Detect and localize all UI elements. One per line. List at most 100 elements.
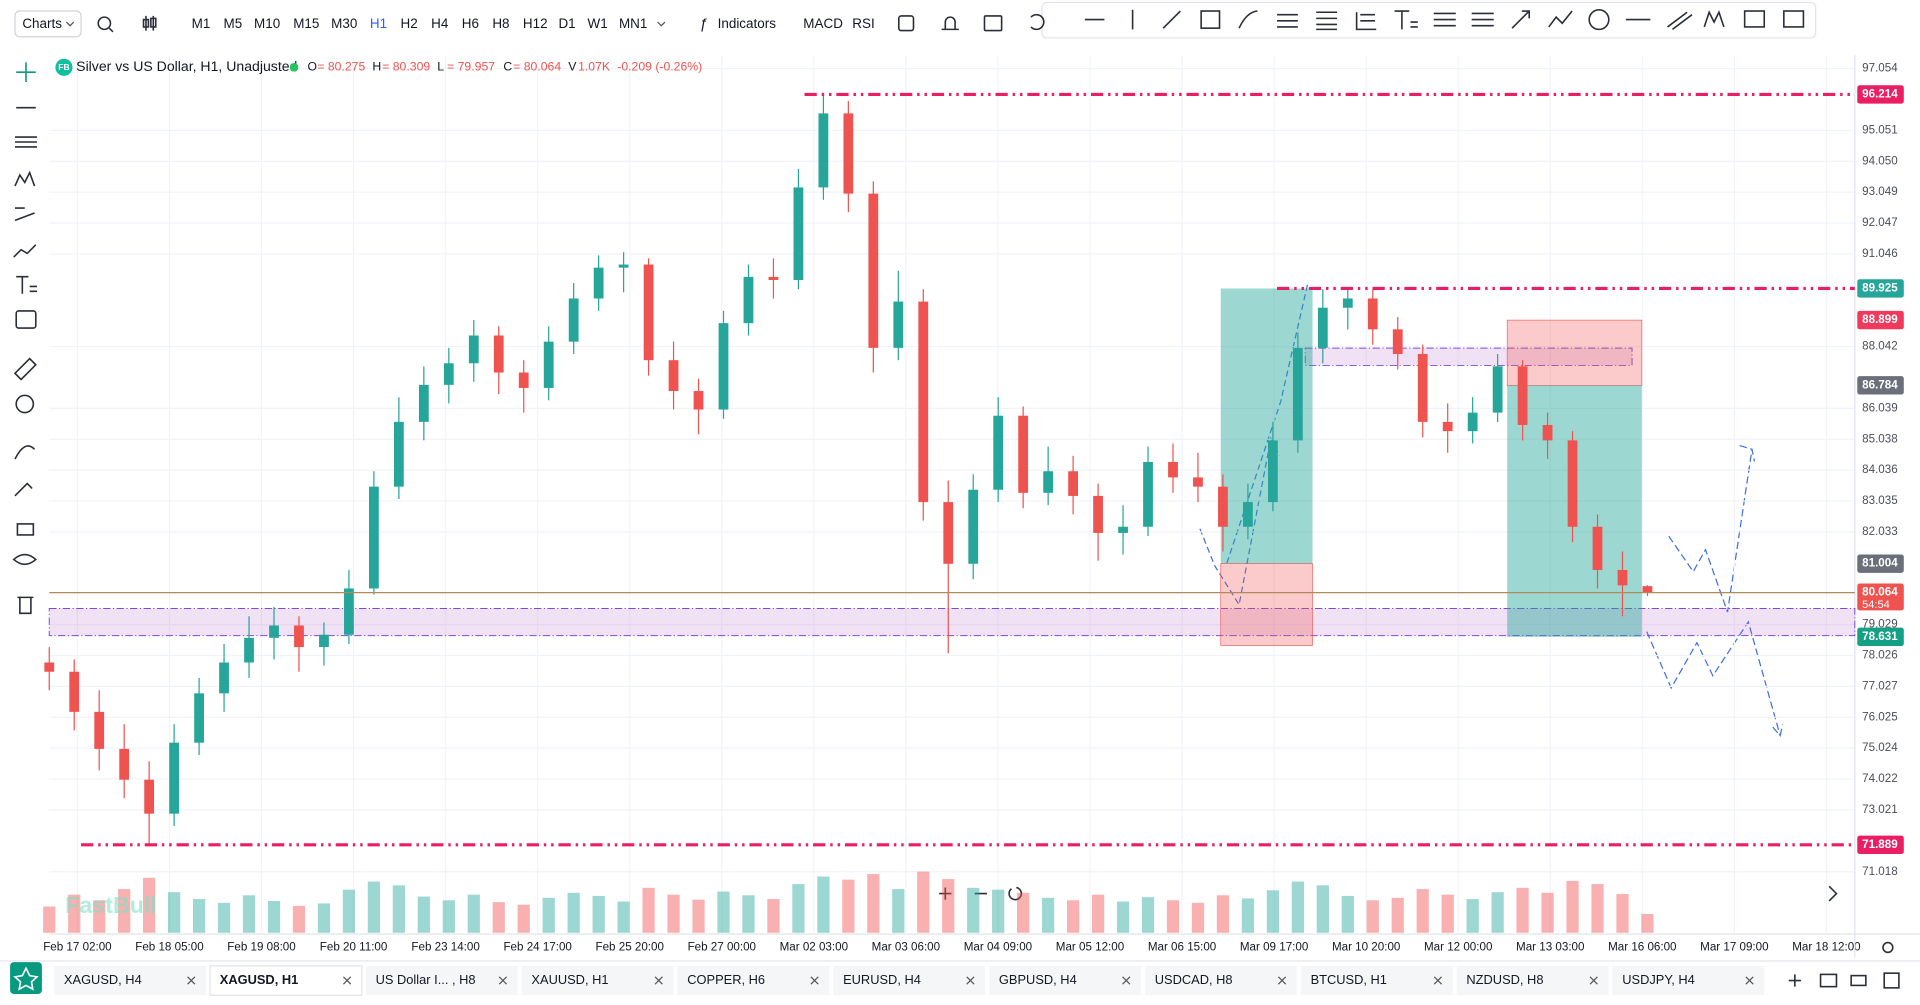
status-dot xyxy=(289,63,299,72)
time-label: Feb 18 05:00 xyxy=(135,941,203,954)
charts-button[interactable] xyxy=(14,10,82,38)
price-tick-label: 91.046 xyxy=(1862,247,1898,260)
timeframe[interactable]: M15 xyxy=(293,16,319,31)
tab[interactable] xyxy=(1300,965,1453,996)
price-tick-label: 75.024 xyxy=(1862,741,1898,754)
volume-bar xyxy=(1091,894,1105,933)
volume-bar xyxy=(367,881,381,933)
timeframe[interactable]: D1 xyxy=(558,16,575,31)
volume-bar xyxy=(742,895,755,933)
logo-text: FB xyxy=(58,62,69,72)
tab[interactable] xyxy=(365,965,518,996)
chart-controls[interactable] xyxy=(930,880,1838,908)
volume-bar xyxy=(442,900,455,933)
tab-label[interactable]: USDJPY, H4 xyxy=(1622,972,1695,987)
tab[interactable] xyxy=(1456,965,1609,996)
price-tag-label: 86.784 xyxy=(1862,378,1898,391)
ohlc-label: V xyxy=(568,60,577,74)
tab-label[interactable]: XAUUSD, H1 xyxy=(531,972,608,987)
volume-bar xyxy=(1366,900,1379,933)
ohlc-label: C xyxy=(503,60,512,74)
tab-close[interactable] xyxy=(810,976,819,985)
tab-label[interactable]: BTCUSD, H1 xyxy=(1311,972,1387,987)
timeframe[interactable]: M1 xyxy=(192,16,211,31)
tab[interactable] xyxy=(677,965,830,996)
timeframe[interactable]: H4 xyxy=(431,16,449,31)
volume-bar xyxy=(93,900,106,933)
tab-close[interactable] xyxy=(1277,976,1287,985)
price-tick-label: 97.054 xyxy=(1862,62,1898,75)
change: -0.209 (-0.26%) xyxy=(617,60,702,74)
volume-bar xyxy=(1266,890,1280,933)
drawing-tools[interactable] xyxy=(1084,8,1805,31)
tab[interactable] xyxy=(209,965,363,996)
left-toolbar[interactable] xyxy=(12,62,38,615)
study[interactable]: RSI xyxy=(852,16,874,31)
tab-label[interactable]: GBPUSD, H4 xyxy=(999,972,1077,987)
time-label: Feb 24 17:00 xyxy=(503,941,571,954)
tab[interactable] xyxy=(54,965,206,996)
tab-close[interactable] xyxy=(1433,976,1443,985)
timeframe[interactable]: H8 xyxy=(492,16,509,31)
candle-body xyxy=(1567,440,1578,527)
tab-label[interactable]: COPPER, H6 xyxy=(687,972,765,987)
volume-bar xyxy=(1316,885,1329,933)
price-tick-label: 92.047 xyxy=(1862,216,1898,229)
tab-label[interactable]: NZDUSD, H8 xyxy=(1466,972,1543,987)
tab-label[interactable]: XAGUSD, H4 xyxy=(64,972,142,987)
tab-close[interactable] xyxy=(1122,976,1131,985)
price-tick-label: 88.042 xyxy=(1862,340,1898,353)
tab-close[interactable] xyxy=(654,976,663,985)
ohlc-label: H xyxy=(372,60,381,74)
candle-body xyxy=(1292,347,1303,441)
tab-close[interactable] xyxy=(498,976,508,985)
price-tag-label: 88.899 xyxy=(1862,313,1898,326)
timeframe[interactable]: M5 xyxy=(224,16,243,31)
indicators[interactable]: Indicators xyxy=(718,16,777,31)
tab-close[interactable] xyxy=(1589,976,1598,985)
tab-label[interactable]: US Dollar I... , H8 xyxy=(376,972,476,987)
time-label: Feb 19 08:00 xyxy=(227,941,295,954)
timeframe[interactable]: W1 xyxy=(588,16,608,31)
tab[interactable] xyxy=(833,965,986,996)
tab[interactable] xyxy=(1612,965,1765,996)
timeframe[interactable]: H6 xyxy=(462,16,479,31)
header-icons[interactable] xyxy=(97,13,1045,33)
tab-close[interactable] xyxy=(1745,976,1754,985)
time-label: Feb 23 14:00 xyxy=(411,941,479,954)
time-label: Mar 05 12:00 xyxy=(1056,941,1124,954)
timeframe[interactable]: H2 xyxy=(401,16,418,31)
timeframe[interactable]: M30 xyxy=(331,16,357,31)
volume-bar xyxy=(567,892,580,933)
tab-label[interactable]: USDCAD, H8 xyxy=(1155,972,1233,987)
study[interactable]: MACD xyxy=(803,16,843,31)
volume-bar xyxy=(68,894,81,933)
ohlc-value: = 80.064 xyxy=(513,60,561,74)
volume-bar xyxy=(392,885,405,933)
timeframe[interactable]: H12 xyxy=(523,16,548,31)
tab-label[interactable]: XAGUSD, H1 xyxy=(220,972,299,987)
tab[interactable] xyxy=(521,965,674,996)
volume-bar xyxy=(1166,900,1180,933)
tab[interactable] xyxy=(1144,965,1297,996)
tab-close[interactable] xyxy=(187,976,196,985)
tab[interactable] xyxy=(989,965,1141,996)
tab-label[interactable]: EURUSD, H4 xyxy=(843,972,921,987)
timeframe[interactable]: MN1 xyxy=(619,16,647,31)
tab-close[interactable] xyxy=(966,976,975,985)
bottom-icons[interactable] xyxy=(10,941,1900,994)
volume-bar xyxy=(592,895,605,933)
ohlc-label: O xyxy=(308,60,318,74)
timeframe[interactable]: M10 xyxy=(254,16,280,31)
timeframe[interactable]: H1 xyxy=(370,16,387,31)
tab-close[interactable] xyxy=(342,976,352,985)
volume-bar xyxy=(817,876,830,933)
volume-bar xyxy=(792,884,805,933)
volume-bar xyxy=(1616,894,1629,933)
candle-body xyxy=(368,486,379,589)
charts-label[interactable]: Charts xyxy=(22,16,62,31)
price-tick-label: 74.022 xyxy=(1862,772,1898,785)
ohlc-value: = 80.309 xyxy=(382,60,430,74)
price-tick-label: 84.036 xyxy=(1862,463,1898,476)
volume-bar xyxy=(1491,892,1504,933)
